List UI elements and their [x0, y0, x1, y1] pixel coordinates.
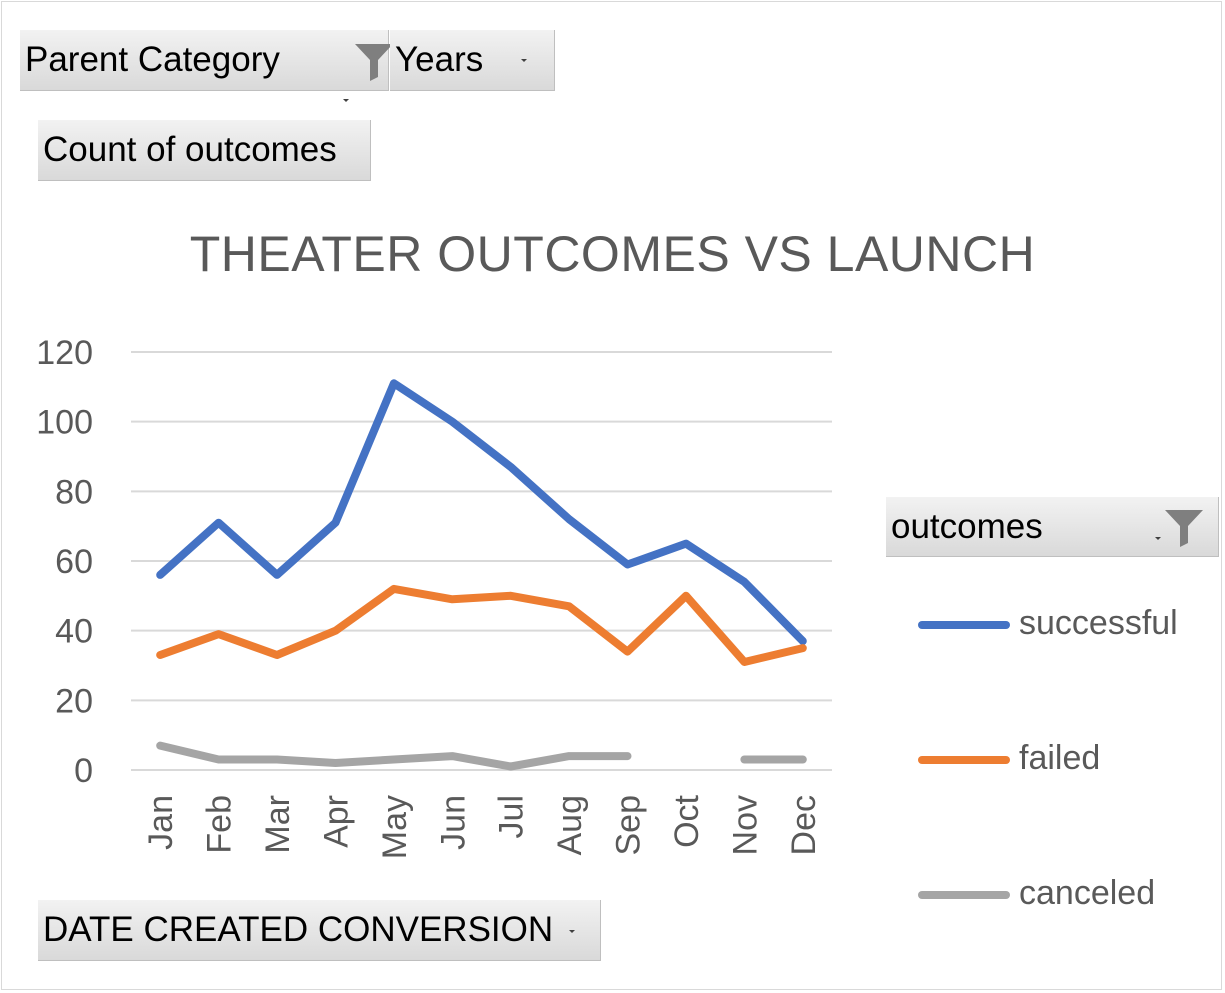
years-label: Years: [395, 40, 484, 79]
filter-icon[interactable]: [352, 39, 396, 83]
date-created-conversion-label: DATE CREATED CONVERSION: [43, 910, 554, 949]
count-of-outcomes-field-button[interactable]: Count of outcomes: [38, 120, 371, 181]
date-created-conversion-field-button[interactable]: DATE CREATED CONVERSION: [38, 900, 601, 961]
x-tick-label-aug: Aug: [551, 795, 589, 856]
outcomes-legend-field-button[interactable]: outcomes: [886, 497, 1219, 557]
count-of-outcomes-label: Count of outcomes: [43, 130, 337, 169]
x-tick-label-feb: Feb: [201, 795, 239, 854]
parent-category-label: Parent Category: [25, 40, 280, 79]
legend-label-successful: successful: [1019, 604, 1178, 642]
chevron-down-icon[interactable]: [569, 930, 575, 933]
x-tick-label-oct: Oct: [668, 794, 706, 847]
series-line-failed[interactable]: [156, 584, 807, 666]
series-line-canceled[interactable]: [156, 741, 807, 771]
legend-label-canceled: canceled: [1019, 874, 1156, 912]
x-tick-label-mar: Mar: [259, 795, 297, 854]
years-field-button[interactable]: Years: [390, 30, 555, 91]
x-tick-label-dec: Dec: [785, 795, 823, 855]
x-tick-label-apr: Apr: [317, 795, 355, 848]
chart-title: THEATER OUTCOMES VS LAUNCH: [189, 226, 1036, 282]
chevron-down-icon[interactable]: [343, 99, 349, 102]
x-tick-label-jan: Jan: [142, 795, 180, 850]
y-tick-label: 100: [36, 404, 93, 442]
chevron-down-icon[interactable]: [1155, 537, 1161, 540]
y-tick-label: 0: [74, 752, 93, 790]
parent-category-field-button[interactable]: Parent Category: [20, 30, 393, 102]
chevron-down-icon[interactable]: [521, 59, 527, 62]
series-line-successful[interactable]: [156, 379, 807, 646]
x-tick-label-may: May: [376, 795, 414, 859]
x-tick-label-nov: Nov: [726, 795, 764, 855]
x-tick-label-jul: Jul: [493, 795, 531, 838]
y-tick-label: 20: [55, 682, 93, 720]
y-tick-label: 120: [36, 334, 93, 372]
legend-swatch-failed: [918, 756, 1010, 764]
legend-swatch-canceled: [918, 891, 1010, 899]
filter-icon[interactable]: [1162, 505, 1206, 549]
outcomes-field-label: outcomes: [891, 507, 1043, 546]
y-tick-label: 60: [55, 543, 93, 581]
y-tick-label: 80: [55, 473, 93, 511]
x-tick-label-sep: Sep: [610, 795, 648, 856]
legend-swatch-successful: [918, 621, 1010, 629]
y-tick-label: 40: [55, 613, 93, 651]
legend-label-failed: failed: [1019, 739, 1101, 777]
x-tick-label-jun: Jun: [434, 795, 472, 850]
